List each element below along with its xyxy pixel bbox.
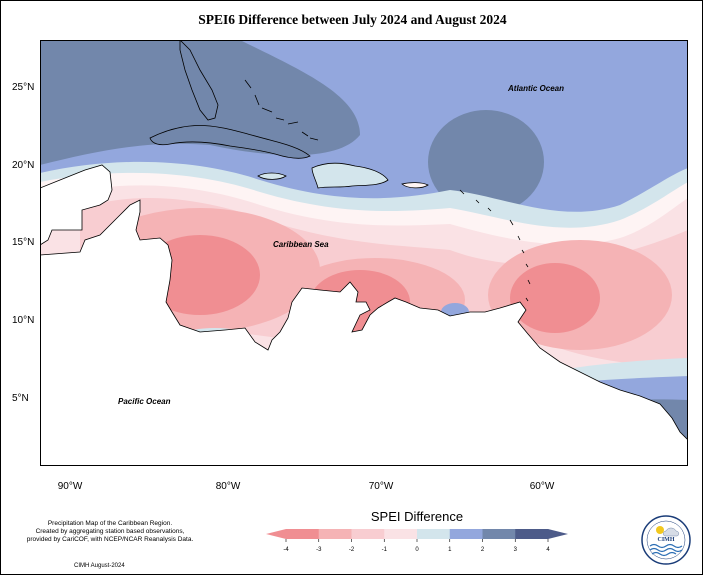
legend-color-segment [515, 529, 549, 539]
legend-title: SPEI Difference [370, 509, 464, 524]
legend-color-segment [449, 529, 483, 539]
lon-label-60w: 60°W [529, 481, 555, 492]
spei-zone-atlantic-dark [428, 110, 544, 214]
legend-color-segment [384, 529, 418, 539]
legend-tick-label: 0 [415, 547, 419, 553]
legend-tick-label: -4 [283, 547, 289, 553]
legend-tick-label: 1 [448, 547, 452, 553]
central-south-america-land [40, 164, 688, 466]
legend-color-segment [286, 529, 320, 539]
lat-label-15n: 15°N [12, 237, 35, 248]
spei-difference-map [40, 40, 688, 466]
caribbean-sea-label: Caribbean Sea [273, 240, 329, 249]
legend-arrow-high [548, 529, 568, 539]
legend-tick-label: -1 [381, 547, 387, 553]
lat-label-20n: 20°N [12, 160, 35, 171]
legend-color-segment [318, 529, 352, 539]
pacific-ocean-label: Pacific Ocean [118, 397, 171, 406]
map-credits: Precipitation Map of the Caribbean Regio… [10, 520, 210, 544]
bahamas-islands [244, 79, 319, 141]
credit-date: CIMH August-2024 [74, 563, 125, 569]
legend-tick-label: -2 [348, 547, 355, 553]
hispaniola-land [311, 162, 389, 189]
lon-label-70w: 70°W [368, 481, 394, 492]
lon-label-90w: 90°W [57, 481, 83, 492]
credit-line-3: provided by CariCOF, with NCEP/NCAR Rean… [26, 536, 194, 543]
puerto-rico-land [401, 182, 429, 189]
cimh-logo-text: CIMH [657, 537, 675, 543]
legend-color-segment [482, 529, 516, 539]
lesser-antilles-islands [459, 189, 531, 302]
spei-zone-minus4-east [510, 263, 600, 333]
legend-color-segment [417, 529, 451, 539]
credit-line-2: Created by aggregating station based obs… [35, 528, 185, 535]
legend-tick-label: 4 [546, 547, 550, 553]
jamaica-land [257, 172, 287, 180]
legend-tick-label: 2 [480, 547, 485, 553]
lat-label-25n: 25°N [12, 82, 35, 93]
atlantic-ocean-label: Atlantic Ocean [508, 84, 565, 93]
cuba-land [149, 125, 311, 159]
lat-label-5n: 5°N [12, 393, 29, 404]
cimh-logo-icon [641, 515, 691, 565]
credit-line-1: Precipitation Map of the Caribbean Regio… [47, 520, 173, 527]
legend-arrow-low [266, 529, 286, 539]
legend-color-segment [351, 529, 385, 539]
lon-label-80w: 80°W [215, 481, 241, 492]
florida-land [179, 40, 219, 121]
map-title: SPEI6 Difference between July 2024 and A… [198, 12, 507, 27]
legend-tick-label: -3 [316, 547, 322, 553]
legend-tick-label: 3 [513, 547, 517, 553]
lat-label-10n: 10°N [12, 315, 35, 326]
legend-colorbar [266, 529, 568, 542]
